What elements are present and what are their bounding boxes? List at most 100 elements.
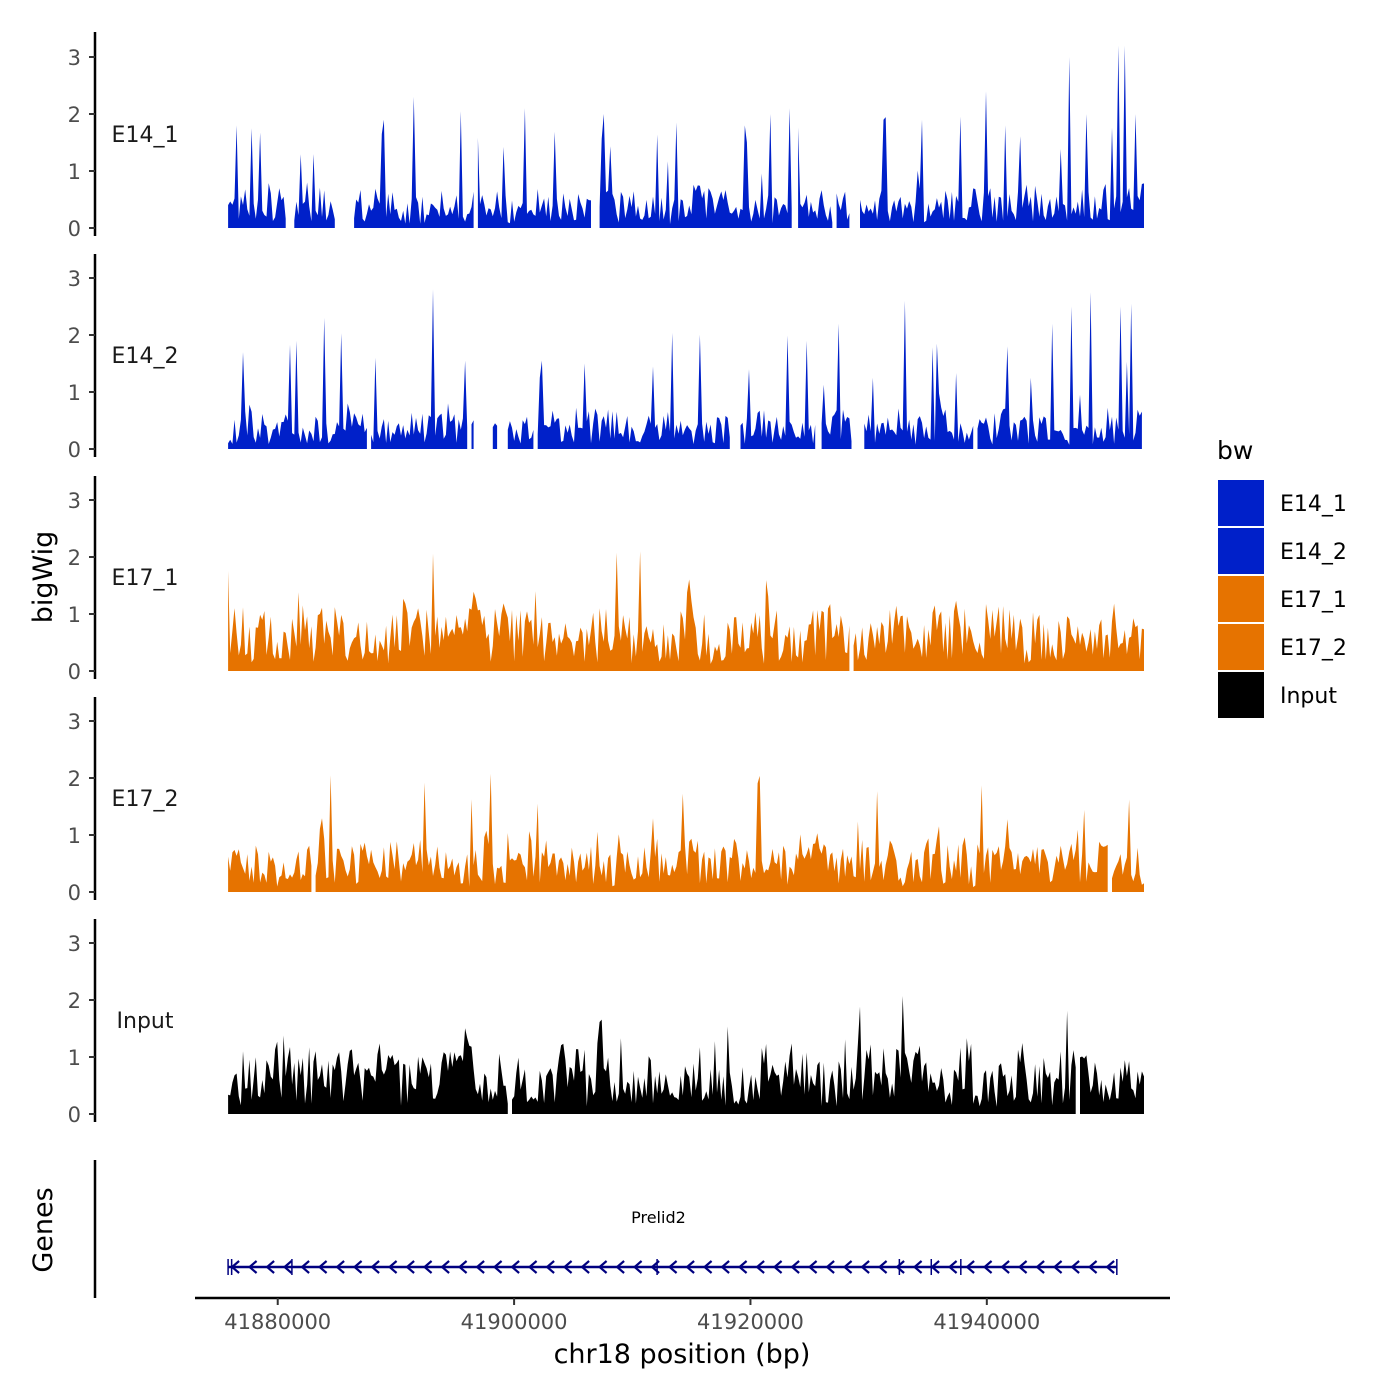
strand-arrow bbox=[702, 1260, 713, 1274]
strand-arrow bbox=[685, 1260, 695, 1274]
strand-arrow bbox=[965, 1260, 975, 1274]
x-tick-label: 41940000 bbox=[933, 1310, 1040, 1334]
signal-area-E14_2 bbox=[228, 289, 1142, 449]
strand-arrow bbox=[562, 1260, 573, 1274]
gene-track-title: Genes bbox=[28, 1187, 59, 1272]
strand-arrow bbox=[335, 1260, 345, 1274]
y-tick-label: 2 bbox=[68, 546, 81, 570]
strand-arrow bbox=[877, 1260, 888, 1274]
signal-area-E17_2 bbox=[228, 773, 1145, 892]
strand-arrow bbox=[1105, 1260, 1115, 1274]
strand-arrow bbox=[265, 1260, 275, 1274]
strand-arrow bbox=[387, 1260, 398, 1274]
track-label-E17_1: E17_1 bbox=[112, 566, 179, 591]
x-axis: 41880000 41900000 41920000 41940000 bbox=[195, 1296, 1170, 1334]
strand-arrow bbox=[510, 1260, 520, 1274]
x-tick-label: 41880000 bbox=[224, 1310, 331, 1334]
track-label-E14_1: E14_1 bbox=[112, 123, 179, 148]
track-label-E14_2: E14_2 bbox=[112, 344, 179, 369]
gene-Prelid2: Prelid2 bbox=[227, 1208, 1118, 1275]
gene-track-panel: Prelid2 bbox=[93, 1160, 1118, 1298]
track-E17_2: 0 1 2 3 E17_2 bbox=[68, 697, 1145, 905]
strand-arrow bbox=[737, 1260, 748, 1274]
y-tick-label: 2 bbox=[68, 103, 81, 127]
strand-arrow bbox=[1035, 1260, 1045, 1274]
strand-arrow bbox=[527, 1260, 538, 1274]
strand-arrow bbox=[790, 1260, 800, 1274]
strand-arrow bbox=[1087, 1260, 1098, 1274]
y-tick-label: 0 bbox=[68, 1103, 81, 1127]
strand-arrow bbox=[912, 1260, 923, 1274]
bigwig-tracks: 0 1 2 3 E14_1 0 1 2 3 E14_2 0 1 2 3 E17_1 0 1 2 3 E17_2 0 1 2 3… bbox=[68, 32, 1145, 1127]
strand-arrow bbox=[895, 1260, 905, 1274]
signal-area-Input bbox=[228, 996, 1145, 1114]
strand-arrow bbox=[807, 1260, 818, 1274]
y-tick-label: 2 bbox=[68, 989, 81, 1013]
strand-arrow bbox=[492, 1260, 503, 1274]
y-tick-label: 0 bbox=[68, 660, 81, 684]
strand-arrow bbox=[667, 1260, 678, 1274]
strand-arrow bbox=[825, 1260, 835, 1274]
y-tick-label: 1 bbox=[68, 381, 81, 405]
strand-arrow bbox=[1070, 1260, 1080, 1274]
strand-arrow bbox=[597, 1260, 608, 1274]
strand-arrow bbox=[405, 1260, 415, 1274]
y-tick-label: 1 bbox=[68, 160, 81, 184]
track-label-E17_2: E17_2 bbox=[112, 787, 179, 812]
x-tick-label: 41900000 bbox=[461, 1310, 568, 1334]
y-axis-title: bigWig bbox=[28, 531, 59, 624]
legend-swatch-Input bbox=[1218, 672, 1264, 718]
strand-arrow bbox=[317, 1260, 328, 1274]
y-tick-label: 3 bbox=[68, 932, 81, 956]
strand-arrow bbox=[545, 1260, 555, 1274]
strand-arrow bbox=[475, 1260, 485, 1274]
strand-arrow bbox=[947, 1260, 958, 1274]
strand-arrow bbox=[755, 1260, 765, 1274]
strand-arrow bbox=[300, 1260, 310, 1274]
legend-swatch-E14_2 bbox=[1218, 528, 1264, 574]
track-Input: 0 1 2 3 Input bbox=[68, 919, 1145, 1127]
y-tick-label: 3 bbox=[68, 267, 81, 291]
strand-arrow bbox=[632, 1260, 643, 1274]
strand-arrow bbox=[1017, 1260, 1028, 1274]
strand-arrow bbox=[422, 1260, 433, 1274]
y-tick-label: 3 bbox=[68, 489, 81, 513]
legend-label-Input: Input bbox=[1280, 684, 1337, 709]
legend-swatch-E14_1 bbox=[1218, 480, 1264, 526]
strand-arrow bbox=[650, 1260, 660, 1274]
strand-arrow bbox=[720, 1260, 730, 1274]
strand-arrow bbox=[860, 1260, 870, 1274]
strand-arrow bbox=[457, 1260, 468, 1274]
strand-arrow bbox=[842, 1260, 853, 1274]
y-tick-label: 1 bbox=[68, 1046, 81, 1070]
strand-arrow bbox=[440, 1260, 450, 1274]
y-tick-label: 1 bbox=[68, 603, 81, 627]
track-E14_2: 0 1 2 3 E14_2 bbox=[68, 254, 1142, 462]
strand-arrow bbox=[1000, 1260, 1010, 1274]
track-E17_1: 0 1 2 3 E17_1 bbox=[68, 476, 1145, 684]
y-tick-label: 0 bbox=[68, 438, 81, 462]
x-axis-title: chr18 position (bp) bbox=[554, 1339, 811, 1370]
legend-label-E17_1: E17_1 bbox=[1280, 588, 1347, 613]
signal-area-E17_1 bbox=[228, 551, 1145, 671]
x-tick-label: 41920000 bbox=[697, 1310, 804, 1334]
legend-label-E17_2: E17_2 bbox=[1280, 636, 1347, 661]
strand-arrow bbox=[370, 1260, 380, 1274]
y-tick-label: 2 bbox=[68, 767, 81, 791]
strand-arrow bbox=[230, 1260, 240, 1274]
legend: bw E14_1 E14_2 E17_1 E17_2 Input bbox=[1217, 436, 1347, 718]
y-tick-label: 0 bbox=[68, 881, 81, 905]
y-tick-label: 0 bbox=[68, 217, 81, 241]
strand-arrow bbox=[247, 1260, 258, 1274]
y-tick-label: 3 bbox=[68, 46, 81, 70]
strand-arrow bbox=[615, 1260, 625, 1274]
y-tick-label: 3 bbox=[68, 710, 81, 734]
legend-swatch-E17_2 bbox=[1218, 624, 1264, 670]
y-tick-label: 2 bbox=[68, 324, 81, 348]
strand-arrow bbox=[982, 1260, 993, 1274]
strand-arrow bbox=[352, 1260, 363, 1274]
strand-arrow bbox=[1052, 1260, 1063, 1274]
legend-title: bw bbox=[1217, 436, 1253, 465]
legend-label-E14_1: E14_1 bbox=[1280, 492, 1347, 517]
